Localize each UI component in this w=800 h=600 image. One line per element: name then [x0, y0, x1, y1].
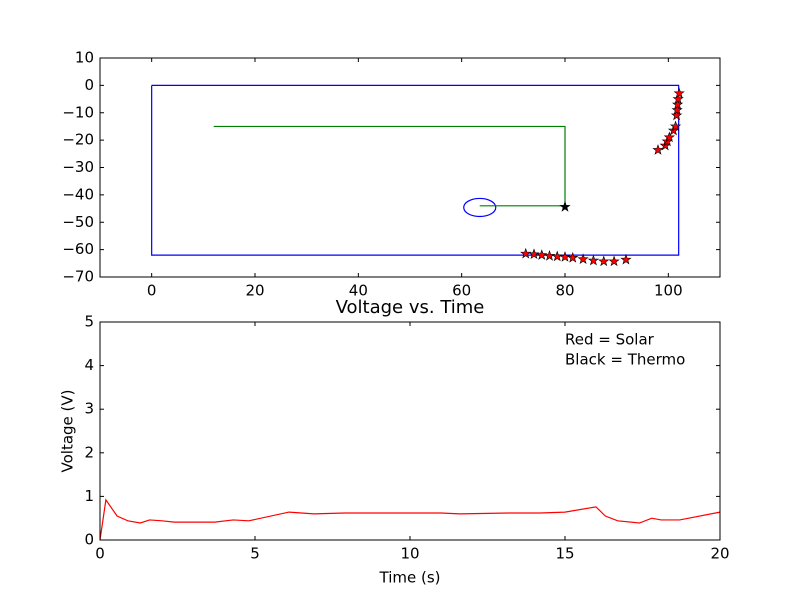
- y-tick-label: 10: [75, 49, 94, 67]
- axes-frame: [99, 57, 721, 278]
- y-tick-label: −40: [62, 185, 94, 203]
- star-marker: [620, 253, 632, 265]
- y-tick-label: 0: [84, 76, 94, 94]
- y-tick-label: −70: [62, 268, 94, 286]
- x-tick-label: 100: [654, 282, 683, 300]
- star-marker: [559, 201, 571, 212]
- star-marker: [520, 247, 532, 259]
- y-tick-label: 2: [84, 443, 94, 461]
- y-tick-label: 3: [84, 400, 94, 418]
- y-tick-label: 1: [84, 487, 94, 505]
- series-line: [99, 498, 721, 541]
- x-tick-label: 40: [349, 282, 368, 300]
- x-tick-label: 20: [245, 282, 264, 300]
- x-tick-label: 0: [95, 545, 105, 563]
- x-axis-label: Time (s): [379, 569, 441, 587]
- chart-title: Voltage vs. Time: [336, 297, 485, 318]
- star-marker: [663, 131, 675, 143]
- y-tick-label: 5: [84, 313, 94, 331]
- y-tick-label: −30: [62, 158, 94, 176]
- y-tick-label: −60: [62, 240, 94, 258]
- annotation: Red = Solar: [565, 331, 655, 349]
- star-marker: [543, 250, 556, 261]
- star-marker: [587, 254, 600, 266]
- star-marker: [536, 249, 548, 260]
- ellipse: [463, 197, 497, 218]
- annotation: Black = Thermo: [565, 351, 685, 369]
- y-tick-label: −50: [62, 213, 94, 231]
- star-marker: [551, 250, 563, 262]
- x-tick-label: 10: [400, 545, 419, 563]
- axes-frame: [99, 321, 721, 541]
- star-marker: [608, 255, 620, 267]
- y-tick-label: 4: [84, 356, 94, 374]
- star-marker: [669, 120, 682, 132]
- star-marker: [598, 255, 610, 267]
- series-line: [213, 125, 566, 207]
- star-marker: [673, 87, 685, 99]
- series-line: [151, 84, 680, 256]
- star-marker: [652, 144, 664, 155]
- x-tick-label: 80: [555, 282, 574, 300]
- y-tick-label: −20: [62, 131, 94, 149]
- star-marker: [672, 93, 684, 104]
- x-tick-label: 20: [710, 545, 729, 563]
- y-tick-label: −10: [62, 103, 94, 121]
- y-axis-label: Voltage (V): [59, 390, 77, 473]
- x-tick-label: 0: [147, 282, 157, 300]
- star-marker: [528, 248, 540, 260]
- x-tick-label: 5: [250, 545, 260, 563]
- x-tick-label: 60: [452, 282, 471, 300]
- star-marker: [559, 251, 571, 262]
- y-tick-label: 0: [84, 531, 94, 549]
- star-marker: [567, 251, 579, 263]
- x-tick-label: 15: [555, 545, 574, 563]
- star-marker: [577, 253, 589, 264]
